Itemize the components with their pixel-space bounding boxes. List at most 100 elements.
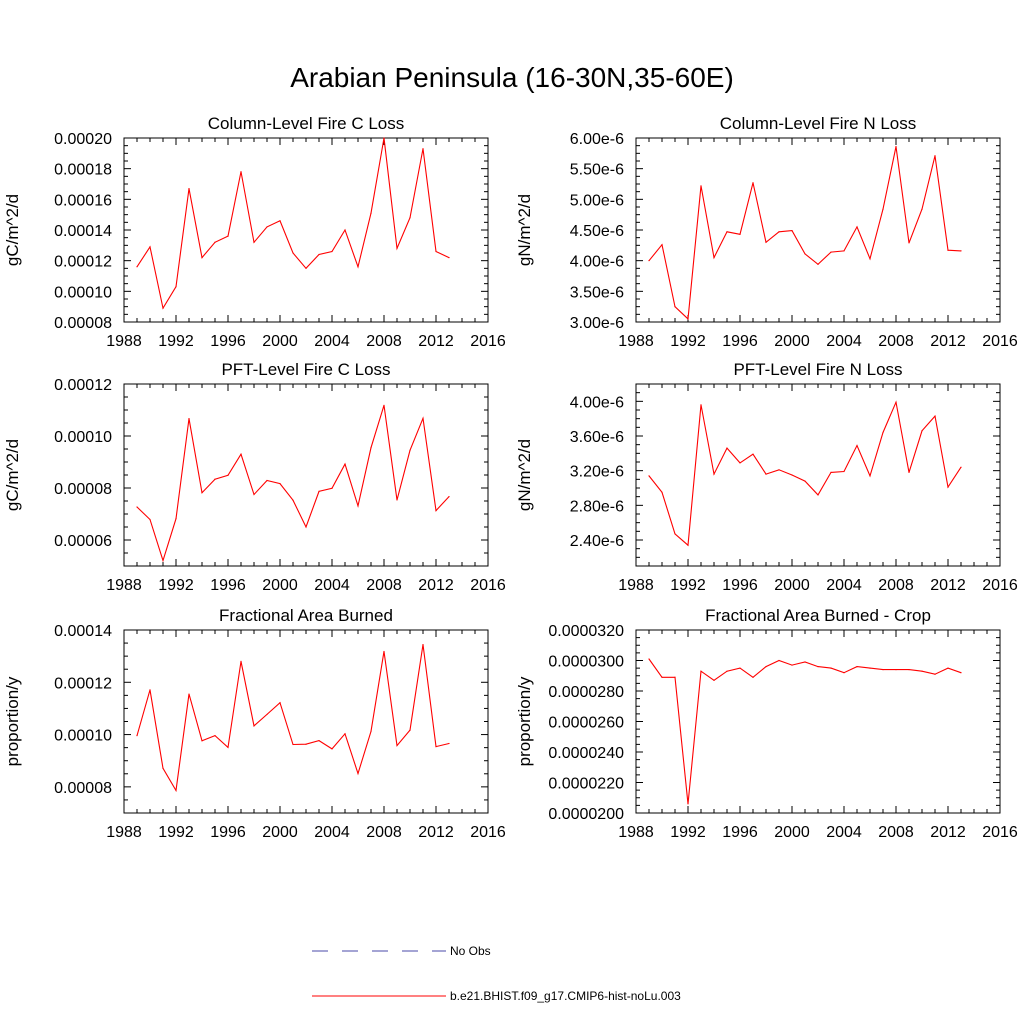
data-point — [214, 735, 216, 737]
y-axis-label: proportion/y — [515, 676, 534, 766]
data-point — [370, 212, 372, 214]
y-tick-label: 0.0000260 — [548, 715, 624, 732]
x-tick-label: 2004 — [314, 577, 350, 594]
data-point — [687, 318, 689, 320]
data-point — [739, 462, 741, 464]
data-point — [674, 676, 676, 678]
panel-title: PFT-Level Fire N Loss — [733, 360, 902, 379]
data-point — [661, 676, 663, 678]
data-point — [448, 257, 450, 259]
data-point — [752, 453, 754, 455]
data-point — [162, 767, 164, 769]
data-point — [804, 661, 806, 663]
y-tick-label: 2.80e-6 — [570, 498, 624, 515]
x-tick-label: 2000 — [262, 824, 298, 841]
x-tick-label: 2000 — [262, 333, 298, 350]
data-point — [752, 676, 754, 678]
chart-panel: 1988 1992 1996 2000 2004 2008 2012 2016 0.00008 0… — [3, 606, 506, 841]
data-point — [830, 667, 832, 669]
data-point — [448, 742, 450, 745]
data-point — [687, 544, 689, 546]
data-point — [292, 499, 294, 501]
data-point — [687, 803, 689, 805]
y-tick-label: 3.00e-6 — [570, 315, 624, 332]
series-line — [648, 658, 962, 804]
data-point — [422, 417, 424, 419]
y-tick-label: 4.00e-6 — [570, 394, 624, 411]
x-tick-label: 2008 — [366, 577, 402, 594]
data-point — [227, 235, 229, 237]
data-point — [318, 739, 320, 742]
data-point — [370, 447, 372, 449]
data-point — [895, 669, 897, 671]
data-point — [713, 257, 715, 259]
data-point — [370, 730, 372, 733]
data-point — [305, 743, 307, 745]
data-point — [713, 679, 715, 681]
data-point — [188, 693, 190, 695]
y-tick-label: 3.50e-6 — [570, 284, 624, 301]
data-point — [279, 220, 281, 222]
data-point — [921, 430, 923, 432]
data-point — [960, 672, 962, 674]
x-tick-label: 2000 — [774, 333, 810, 350]
y-tick-label: 0.0000320 — [548, 623, 624, 640]
x-tick-label: 2008 — [878, 577, 914, 594]
data-point — [162, 307, 164, 309]
x-tick-label: 2012 — [930, 577, 966, 594]
x-tick-label: 2012 — [418, 333, 454, 350]
data-point — [396, 247, 398, 249]
data-point — [700, 185, 702, 187]
data-point — [648, 475, 650, 477]
data-point — [409, 729, 411, 731]
x-tick-label: 2000 — [262, 577, 298, 594]
data-point — [843, 250, 845, 252]
y-tick-label: 0.00014 — [54, 223, 112, 240]
plot-frame — [635, 629, 1001, 814]
y-tick-label: 6.00e-6 — [570, 131, 624, 148]
data-point — [435, 510, 437, 512]
data-point — [882, 669, 884, 671]
x-tick-label: 2004 — [826, 824, 862, 841]
data-point — [869, 258, 871, 260]
data-point — [908, 669, 910, 671]
x-tick-label: 1988 — [106, 824, 142, 841]
data-point — [149, 689, 151, 691]
data-point — [357, 505, 359, 507]
data-point — [162, 559, 164, 562]
x-tick-label: 2004 — [826, 333, 862, 350]
data-point — [661, 244, 663, 246]
x-tick-label: 1992 — [158, 824, 194, 841]
data-point — [648, 260, 650, 262]
data-point — [869, 475, 871, 477]
x-tick-label: 1988 — [618, 577, 654, 594]
data-point — [175, 286, 177, 288]
data-point — [791, 474, 793, 476]
data-point — [700, 404, 702, 406]
y-axis-label: gC/m^2/d — [3, 439, 22, 511]
x-tick-label: 2008 — [366, 824, 402, 841]
data-point — [921, 670, 923, 672]
data-point — [739, 667, 741, 669]
data-point — [279, 702, 281, 704]
y-tick-label: 0.0000220 — [548, 776, 624, 793]
data-point — [908, 471, 910, 473]
data-point — [934, 673, 936, 675]
data-point — [804, 253, 806, 255]
y-tick-label: 0.0000280 — [548, 684, 624, 701]
data-point — [175, 518, 177, 520]
data-point — [448, 495, 450, 498]
data-point — [279, 482, 281, 485]
y-tick-label: 0.00010 — [54, 728, 112, 745]
data-point — [791, 230, 793, 232]
x-tick-label: 2012 — [930, 333, 966, 350]
y-tick-label: 0.00008 — [54, 315, 112, 332]
data-point — [435, 250, 437, 253]
data-point — [331, 748, 333, 750]
x-tick-label: 1996 — [210, 824, 246, 841]
data-point — [240, 171, 242, 173]
data-point — [422, 644, 424, 646]
chart-panel: 1988 1992 1996 2000 2004 2008 2012 2016 0.00006 0… — [3, 360, 506, 594]
data-point — [318, 253, 320, 256]
data-point — [344, 733, 346, 735]
